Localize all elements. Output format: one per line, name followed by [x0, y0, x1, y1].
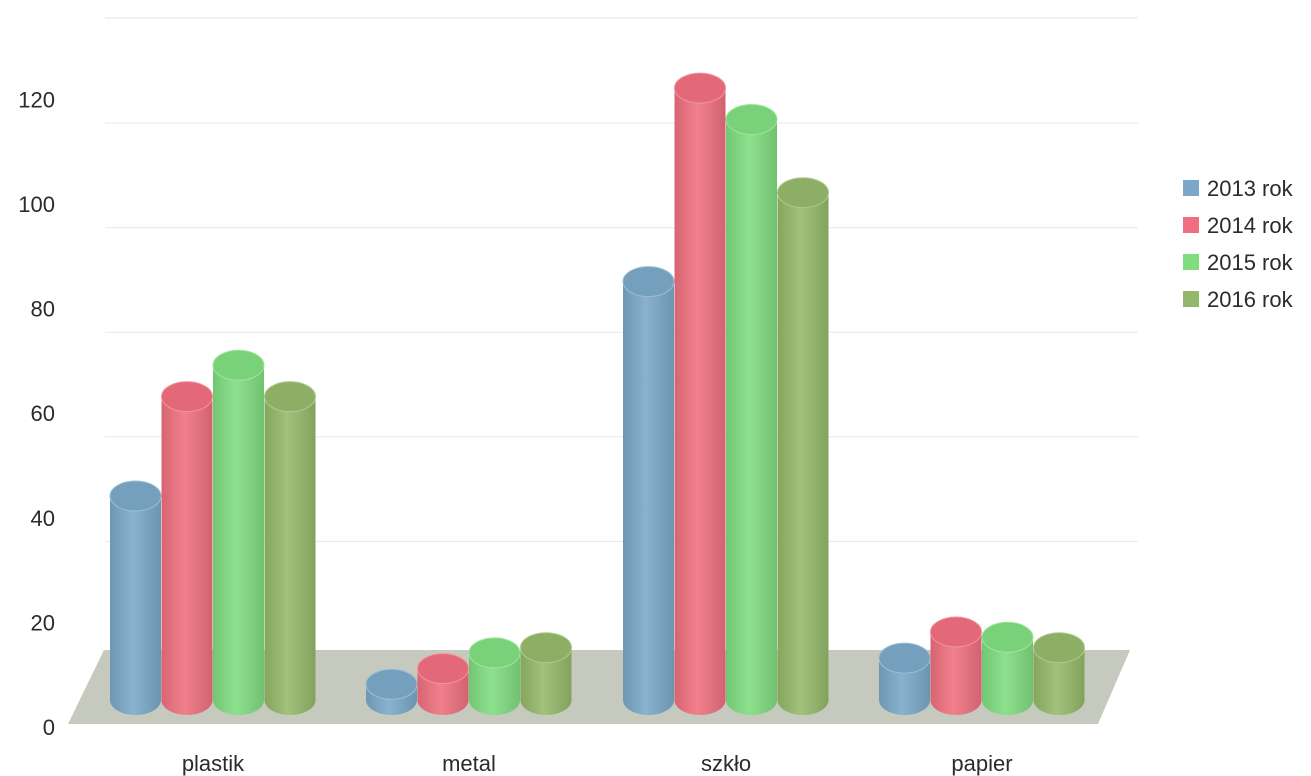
bar-body — [879, 658, 930, 715]
bar-body — [1033, 647, 1085, 715]
legend-label: 2014 rok — [1207, 213, 1294, 238]
bar — [365, 668, 418, 715]
legend-item: 2016 rok — [1183, 287, 1294, 312]
bar-top — [109, 480, 162, 512]
bar — [161, 381, 213, 715]
y-tick-label: 80 — [31, 297, 55, 322]
legend-swatch — [1183, 180, 1199, 196]
bar-top — [264, 381, 316, 413]
legend-item: 2013 rok — [1183, 176, 1294, 201]
bar-top — [417, 653, 469, 685]
category-label: szkło — [701, 751, 751, 776]
bar-body — [930, 632, 982, 715]
bar-top — [981, 621, 1034, 653]
bar — [468, 637, 521, 715]
x-axis-category-labels: plastik metal szkło papier — [182, 751, 1013, 776]
bar-body — [110, 496, 161, 715]
bar-body — [469, 652, 520, 715]
bar-top — [212, 349, 265, 381]
bar — [930, 616, 982, 715]
y-tick-label: 100 — [18, 192, 55, 217]
category-label: papier — [951, 751, 1012, 776]
bar-body — [726, 119, 777, 716]
bar — [674, 72, 726, 716]
bar — [212, 349, 265, 715]
bar-body — [213, 365, 264, 715]
bar-top — [777, 177, 829, 209]
legend-swatch — [1183, 291, 1199, 307]
bars — [109, 72, 1085, 716]
bar-group-2 — [622, 72, 829, 716]
legend-item: 2014 rok — [1183, 213, 1294, 238]
bar-body — [264, 396, 316, 715]
chart-floor — [68, 650, 1130, 724]
bar — [622, 266, 675, 715]
bar-top — [878, 642, 931, 674]
bar-body — [777, 192, 829, 715]
y-tick-label: 60 — [31, 401, 55, 426]
bar — [264, 381, 316, 715]
legend-swatch — [1183, 217, 1199, 233]
bar — [109, 480, 162, 715]
bar-group-3 — [878, 616, 1085, 715]
bar — [777, 177, 829, 715]
bar — [878, 642, 931, 715]
bar-group-0 — [109, 349, 316, 715]
y-tick-label: 120 — [18, 87, 55, 112]
bar-top — [365, 668, 418, 700]
bar-top — [161, 381, 213, 413]
bar-body — [982, 637, 1033, 715]
bar-top — [674, 72, 726, 104]
category-label: plastik — [182, 751, 245, 776]
bar — [725, 103, 778, 716]
legend-label: 2015 rok — [1207, 250, 1294, 275]
y-tick-label: 40 — [31, 506, 55, 531]
legend-label: 2016 rok — [1207, 287, 1294, 312]
bar-top — [468, 637, 521, 669]
bar-top — [1033, 632, 1085, 664]
bar — [981, 621, 1034, 715]
legend: 2013 rok 2014 rok 2015 rok 2016 rok — [1183, 176, 1294, 312]
bar-body — [520, 647, 572, 715]
bar-group-1 — [365, 632, 572, 715]
bar-top — [930, 616, 982, 648]
bar-body — [674, 88, 726, 716]
category-label: metal — [442, 751, 496, 776]
y-axis-tick-labels: 0 20 40 60 80 100 120 — [18, 87, 55, 740]
bar — [520, 632, 572, 715]
bar-body — [161, 396, 213, 715]
y-tick-label: 0 — [43, 715, 55, 740]
floor-plane — [68, 650, 1130, 724]
legend-label: 2013 rok — [1207, 176, 1294, 201]
bar — [417, 653, 469, 715]
bar-top — [725, 103, 778, 135]
y-tick-label: 20 — [31, 610, 55, 635]
bar-body — [623, 281, 674, 715]
bar — [1033, 632, 1085, 715]
bar-top — [622, 266, 675, 298]
bar-top — [520, 632, 572, 664]
legend-item: 2015 rok — [1183, 250, 1294, 275]
legend-swatch — [1183, 254, 1199, 270]
